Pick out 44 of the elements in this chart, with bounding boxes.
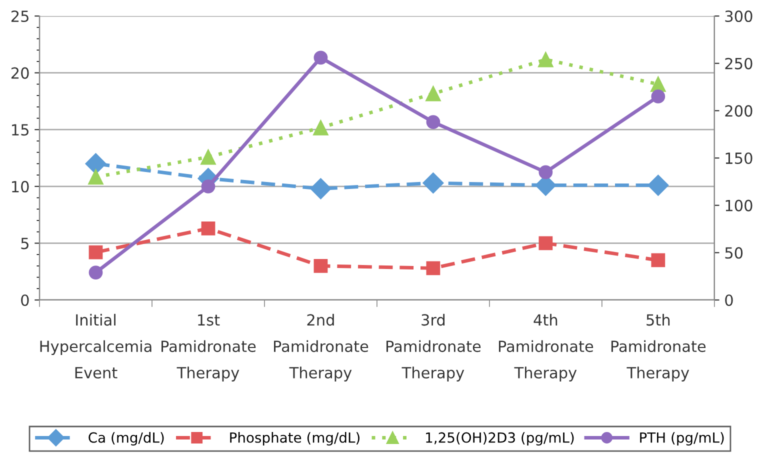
point bbox=[314, 258, 328, 273]
y-tick-label: 5 bbox=[21, 238, 28, 250]
y-tick-label: 0 bbox=[21, 294, 29, 306]
point bbox=[426, 261, 440, 276]
point bbox=[88, 266, 103, 280]
y2-tick-label: 0 bbox=[725, 294, 733, 306]
point bbox=[310, 178, 332, 200]
x-tick-label: 5th Pamidronate Therapy bbox=[611, 314, 706, 382]
x-tick-label: 3rd Pamidronate Therapy bbox=[386, 314, 481, 382]
point bbox=[422, 172, 444, 194]
legend-label: 1,25(OH)2D3 (pg/mL) bbox=[426, 432, 574, 446]
point bbox=[426, 86, 441, 102]
point bbox=[201, 221, 216, 236]
point bbox=[651, 90, 666, 104]
x-tick-label: 4th Pamidronate Therapy bbox=[498, 314, 594, 382]
legend-label: PTH (pg/mL) bbox=[640, 432, 724, 446]
y2-tick-label: 150 bbox=[726, 152, 752, 164]
point bbox=[538, 236, 553, 250]
point bbox=[200, 149, 216, 165]
point bbox=[426, 115, 440, 129]
y2-tick-label: 250 bbox=[725, 58, 752, 70]
y2-tick-label: 100 bbox=[726, 200, 752, 212]
point bbox=[313, 120, 328, 136]
point bbox=[648, 174, 669, 196]
legend-label: Phosphate (mg/dL) bbox=[230, 432, 360, 446]
point bbox=[538, 165, 553, 180]
y2-tick-label: 200 bbox=[725, 105, 752, 117]
y-tick-label: 20 bbox=[11, 67, 29, 79]
point bbox=[314, 50, 328, 65]
point bbox=[538, 52, 554, 68]
point bbox=[201, 179, 216, 194]
point bbox=[88, 169, 104, 185]
y-tick-label: 15 bbox=[12, 124, 28, 136]
point bbox=[88, 245, 103, 260]
x-tick-label: Initial Hypercalcemia Event bbox=[40, 314, 152, 378]
point bbox=[85, 153, 106, 174]
y-tick-label: 25 bbox=[11, 10, 28, 22]
legend-label: Ca (mg/dL) bbox=[88, 432, 164, 446]
x-tick-label: 2nd Pamidronate Therapy bbox=[274, 314, 368, 382]
y2-tick-label: 50 bbox=[725, 247, 743, 259]
x-tick-label: 1st Pamidronate Therapy bbox=[162, 314, 256, 382]
y-tick-label: 10 bbox=[12, 180, 29, 192]
y2-tick-label: 300 bbox=[725, 10, 752, 22]
point bbox=[651, 253, 666, 268]
